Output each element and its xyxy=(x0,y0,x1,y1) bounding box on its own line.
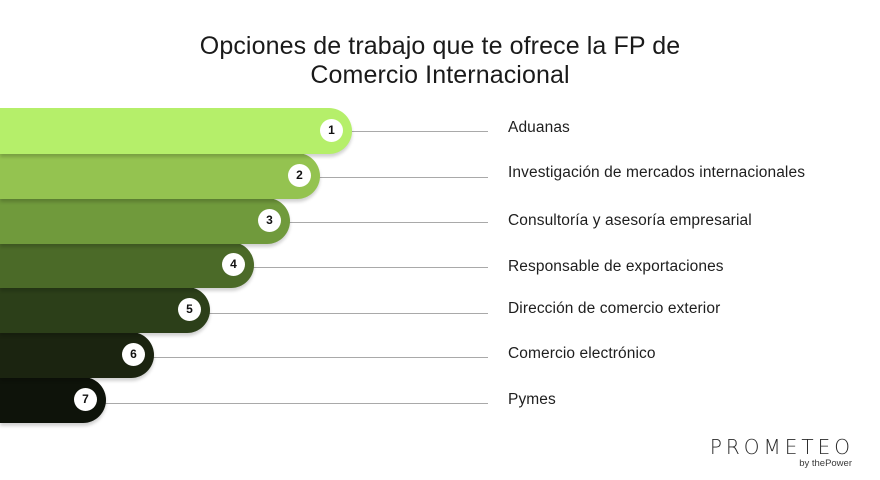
option-number-3: 3 xyxy=(258,209,281,232)
option-number-1: 1 xyxy=(320,119,343,142)
connector-line-1 xyxy=(331,131,488,132)
connector-line-4 xyxy=(233,267,488,268)
option-bar-5 xyxy=(0,287,210,333)
option-number-2: 2 xyxy=(288,164,311,187)
option-bar-2 xyxy=(0,153,320,199)
title-line-1: Opciones de trabajo que te ofrece la FP … xyxy=(199,32,681,60)
connector-line-7 xyxy=(85,403,488,404)
option-label-5: Dirección de comercio exterior xyxy=(508,300,721,317)
option-label-7: Pymes xyxy=(508,391,556,408)
page-title: Opciones de trabajo que te ofrece la FP … xyxy=(0,32,880,90)
option-bar-3 xyxy=(0,198,290,244)
option-label-1: Aduanas xyxy=(508,119,570,136)
option-number-5: 5 xyxy=(178,298,201,321)
connector-line-2 xyxy=(299,177,488,178)
connector-line-3 xyxy=(269,222,488,223)
option-label-6: Comercio electrónico xyxy=(508,345,656,362)
option-bar-4 xyxy=(0,242,254,288)
option-bar-1 xyxy=(0,108,352,154)
option-label-3: Consultoría y asesoría empresarial xyxy=(508,212,752,229)
option-label-2: Investigación de mercados internacionale… xyxy=(508,164,806,181)
option-label-4: Responsable de exportaciones xyxy=(508,258,724,275)
logo-wordmark: PROMETEO xyxy=(709,435,854,459)
connector-line-5 xyxy=(189,313,488,314)
option-number-7: 7 xyxy=(74,388,97,411)
option-number-6: 6 xyxy=(122,343,145,366)
logo-tagline: by thePower xyxy=(799,458,852,469)
connector-line-6 xyxy=(133,357,488,358)
title-line-2: Comercio Internacional xyxy=(310,61,570,89)
option-number-4: 4 xyxy=(222,253,245,276)
brand-logo: PROMETEO by thePower xyxy=(710,436,854,470)
